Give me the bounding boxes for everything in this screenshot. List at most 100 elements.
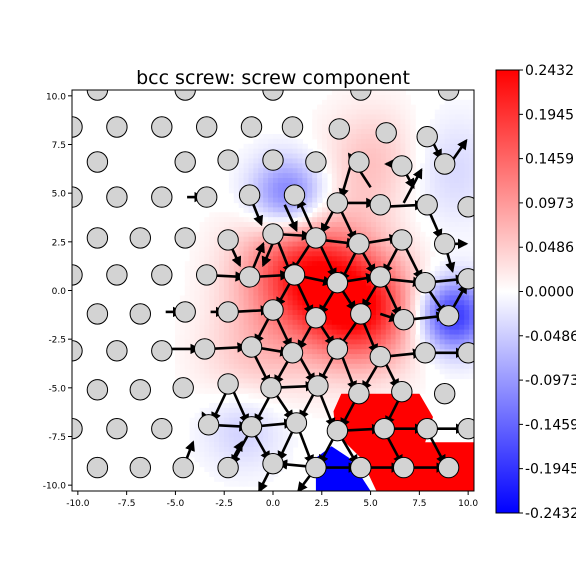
field-cell xyxy=(184,266,191,272)
field-cell xyxy=(282,319,289,326)
field-cell xyxy=(199,256,205,262)
field-cell xyxy=(341,143,348,150)
colorbar-tick-label: 0.0486 xyxy=(525,240,574,256)
field-cell xyxy=(199,334,205,340)
field-cell xyxy=(420,334,426,340)
field-cell xyxy=(223,324,230,331)
field-cell xyxy=(253,295,259,301)
field-cell xyxy=(223,222,230,228)
field-cell xyxy=(400,148,406,155)
field-cell xyxy=(228,339,235,345)
field-cell xyxy=(375,378,382,385)
field-cell xyxy=(292,241,299,248)
field-cell xyxy=(199,324,205,331)
field-cell xyxy=(312,329,318,336)
field-cell xyxy=(405,300,411,306)
field-cell xyxy=(346,344,353,350)
field-cell xyxy=(366,344,372,350)
field-cell xyxy=(238,246,245,252)
field-cell xyxy=(204,290,210,296)
field-cell xyxy=(223,451,230,458)
field-cell xyxy=(326,388,333,394)
field-cell xyxy=(214,451,220,458)
field-cell xyxy=(223,432,230,438)
field-cell xyxy=(444,114,451,120)
field-cell xyxy=(287,290,294,296)
field-cell xyxy=(371,153,377,160)
field-cell xyxy=(375,261,382,267)
field-cell xyxy=(243,368,250,375)
field-cell xyxy=(322,134,328,140)
field-cell xyxy=(410,300,416,306)
field-cell xyxy=(194,442,201,448)
field-cell xyxy=(420,241,426,248)
field-cell xyxy=(184,344,191,350)
field-cell xyxy=(219,427,225,433)
field-cell xyxy=(341,251,348,257)
field-cell xyxy=(189,334,196,340)
field-cell xyxy=(464,256,470,262)
field-cell xyxy=(405,222,411,228)
field-cell xyxy=(351,368,357,375)
field-cell xyxy=(454,158,460,164)
field-cell xyxy=(312,119,318,125)
field-cell xyxy=(366,212,372,218)
field-cell xyxy=(361,344,367,350)
field-cell xyxy=(341,109,348,116)
field-cell xyxy=(292,305,299,311)
field-cell xyxy=(204,246,210,252)
field-cell xyxy=(263,368,269,375)
field-cell xyxy=(429,192,436,199)
field-cell xyxy=(214,388,220,394)
field-cell xyxy=(209,402,215,409)
field-cell xyxy=(228,417,235,424)
field-cell xyxy=(253,461,259,468)
field-cell xyxy=(302,241,308,248)
field-cell xyxy=(243,256,250,262)
field-cell xyxy=(307,266,313,272)
field-cell xyxy=(390,207,397,213)
field-cell xyxy=(346,119,353,125)
field-cell xyxy=(268,407,274,414)
field-cell xyxy=(228,481,235,487)
field-cell xyxy=(390,329,397,336)
field-cell xyxy=(238,319,245,326)
field-cell xyxy=(273,285,279,292)
field-cell xyxy=(219,270,225,277)
field-cell xyxy=(459,217,465,223)
field-cell xyxy=(253,451,259,458)
field-cell xyxy=(346,104,353,111)
field-cell xyxy=(356,363,362,370)
field-cell xyxy=(395,178,402,184)
field-cell xyxy=(429,187,436,194)
field-cell xyxy=(400,109,406,116)
field-cell xyxy=(410,187,416,194)
field-cell xyxy=(464,153,470,160)
field-cell xyxy=(371,182,377,189)
field-cell xyxy=(258,476,264,482)
field-cell xyxy=(390,290,397,296)
field-cell xyxy=(356,197,362,204)
field-cell xyxy=(282,432,289,438)
field-cell xyxy=(282,153,289,160)
field-cell xyxy=(410,383,416,389)
field-cell xyxy=(277,251,284,257)
field-cell xyxy=(351,334,357,340)
field-cell xyxy=(273,471,279,477)
field-cell xyxy=(434,212,441,218)
field-cell xyxy=(263,143,269,150)
field-cell xyxy=(292,138,299,145)
field-cell xyxy=(385,192,392,199)
field-cell xyxy=(444,99,451,106)
field-cell xyxy=(395,373,402,380)
field-cell xyxy=(331,314,338,321)
field-cell xyxy=(258,153,264,160)
field-cell xyxy=(415,368,421,375)
field-cell xyxy=(228,442,235,448)
field-cell xyxy=(228,270,235,277)
field-cell xyxy=(351,212,357,218)
field-cell xyxy=(410,285,416,292)
field-cell xyxy=(444,173,451,179)
field-cell xyxy=(174,319,181,326)
field-cell xyxy=(346,173,353,179)
